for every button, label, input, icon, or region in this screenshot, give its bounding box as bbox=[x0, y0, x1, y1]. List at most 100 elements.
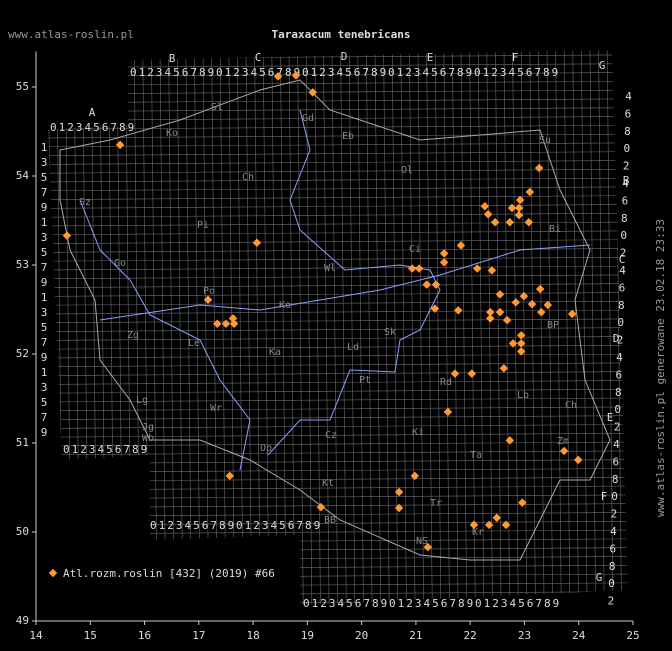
grid-cell-line bbox=[477, 50, 485, 605]
region-label: Wb bbox=[142, 433, 154, 444]
footer: www.atlas-roslin.pl generowane 23.02.18 … bbox=[654, 219, 667, 517]
chart-title: Taraxacum tenebricans bbox=[271, 28, 410, 41]
region-label: Op bbox=[260, 443, 272, 454]
point bbox=[537, 307, 546, 317]
point bbox=[516, 331, 526, 340]
point bbox=[228, 314, 238, 323]
grid-cell-line bbox=[48, 459, 628, 464]
point bbox=[431, 280, 441, 289]
grid-column-label: A bbox=[89, 106, 96, 119]
grid-cell-line bbox=[48, 300, 628, 306]
grid-cell-line bbox=[48, 344, 628, 350]
region-label: Ch bbox=[242, 172, 254, 183]
grid-cell-line bbox=[486, 50, 493, 605]
grid-cell-line bbox=[391, 50, 399, 605]
grid-digits: 0123456789 bbox=[50, 121, 136, 134]
grid-digit: 2 bbox=[620, 247, 627, 260]
point bbox=[559, 446, 569, 456]
grid-cell-line bbox=[262, 50, 270, 605]
point bbox=[423, 542, 433, 552]
region-label: Sl bbox=[211, 102, 223, 113]
x-tick-label: 14 bbox=[29, 629, 43, 642]
grid-cell-line bbox=[48, 107, 628, 112]
grid-digit: 8 bbox=[621, 212, 628, 225]
grid-digit: 0 bbox=[608, 577, 615, 590]
grid-cell-line bbox=[512, 50, 519, 605]
point bbox=[486, 307, 495, 317]
grid-cell-line bbox=[48, 72, 628, 77]
river bbox=[267, 109, 441, 456]
grid-cell-line bbox=[125, 50, 132, 605]
grid-digit: 9 bbox=[41, 426, 48, 439]
grid-column-label: B bbox=[169, 52, 176, 65]
x-tick-label: 20 bbox=[355, 629, 368, 642]
point bbox=[410, 471, 420, 481]
point bbox=[229, 319, 239, 328]
point bbox=[511, 298, 521, 307]
region-label: Ld bbox=[347, 342, 359, 353]
grid-digit: 8 bbox=[618, 299, 625, 312]
grid-cell-line bbox=[116, 50, 124, 605]
point bbox=[516, 347, 526, 356]
grid-digit: 5 bbox=[41, 396, 48, 409]
point bbox=[480, 202, 490, 211]
point bbox=[505, 436, 515, 445]
grid-digit: 0 bbox=[617, 316, 624, 329]
grid-cell-line bbox=[48, 221, 628, 227]
region-label: Tr bbox=[430, 498, 442, 509]
x-tick-label: 24 bbox=[572, 629, 586, 642]
grid-digit: 4 bbox=[613, 438, 620, 451]
region-label: Ci bbox=[409, 244, 421, 255]
point bbox=[515, 195, 525, 205]
region-label: BP bbox=[547, 320, 559, 331]
grid-cell-line bbox=[400, 50, 407, 605]
point bbox=[527, 299, 537, 309]
point bbox=[519, 291, 529, 301]
region-label: Ka bbox=[269, 347, 281, 358]
point bbox=[407, 264, 417, 273]
point bbox=[291, 71, 301, 80]
legend-marker bbox=[48, 568, 58, 578]
grid-row-label: E bbox=[607, 411, 614, 424]
point bbox=[456, 241, 466, 250]
grid-digit: 0 bbox=[611, 490, 618, 503]
grid-cell-line bbox=[48, 424, 628, 429]
grid-digits: 0123456789 bbox=[63, 443, 149, 456]
y-tick-label: 54 bbox=[16, 169, 30, 182]
point bbox=[525, 187, 535, 197]
grid-digit: 8 bbox=[624, 125, 631, 138]
grid-cell-line bbox=[48, 468, 628, 473]
grid-cell-line bbox=[443, 50, 450, 605]
grid-digit: 4 bbox=[625, 90, 632, 103]
grid-column-label: G bbox=[599, 59, 606, 72]
grid-cell-line bbox=[503, 50, 511, 605]
grid-digits: 0123456789 bbox=[236, 519, 322, 532]
grid-column-label: D bbox=[341, 50, 348, 63]
y-tick-label: 49 bbox=[16, 614, 29, 627]
grid-digit: 5 bbox=[41, 171, 48, 184]
grid-digit: 6 bbox=[625, 107, 632, 120]
region-label: Eb bbox=[342, 131, 354, 142]
grid-digit: 5 bbox=[41, 321, 48, 334]
grid-cell-line bbox=[48, 239, 628, 244]
grid-digit: 2 bbox=[614, 421, 621, 434]
region-label: Ol bbox=[401, 165, 413, 176]
point bbox=[308, 88, 318, 97]
point bbox=[62, 231, 72, 240]
grid-digit: 7 bbox=[41, 411, 48, 424]
grid-cell-line bbox=[48, 177, 628, 183]
point bbox=[467, 369, 477, 378]
grid-digits: 0123456789 bbox=[216, 66, 302, 79]
grid-cell-line bbox=[48, 160, 628, 165]
grid-digit: 6 bbox=[616, 368, 623, 381]
region-label: Kt bbox=[322, 478, 334, 489]
region-label: Ko bbox=[279, 300, 291, 311]
region-label: Po bbox=[203, 286, 215, 297]
grid-cell-line bbox=[426, 50, 433, 605]
point bbox=[394, 487, 404, 497]
y-tick-label: 51 bbox=[16, 436, 29, 449]
grid-cell-line bbox=[48, 318, 628, 324]
point bbox=[453, 306, 463, 315]
point bbox=[469, 520, 479, 530]
region-label: Zg bbox=[127, 330, 139, 341]
